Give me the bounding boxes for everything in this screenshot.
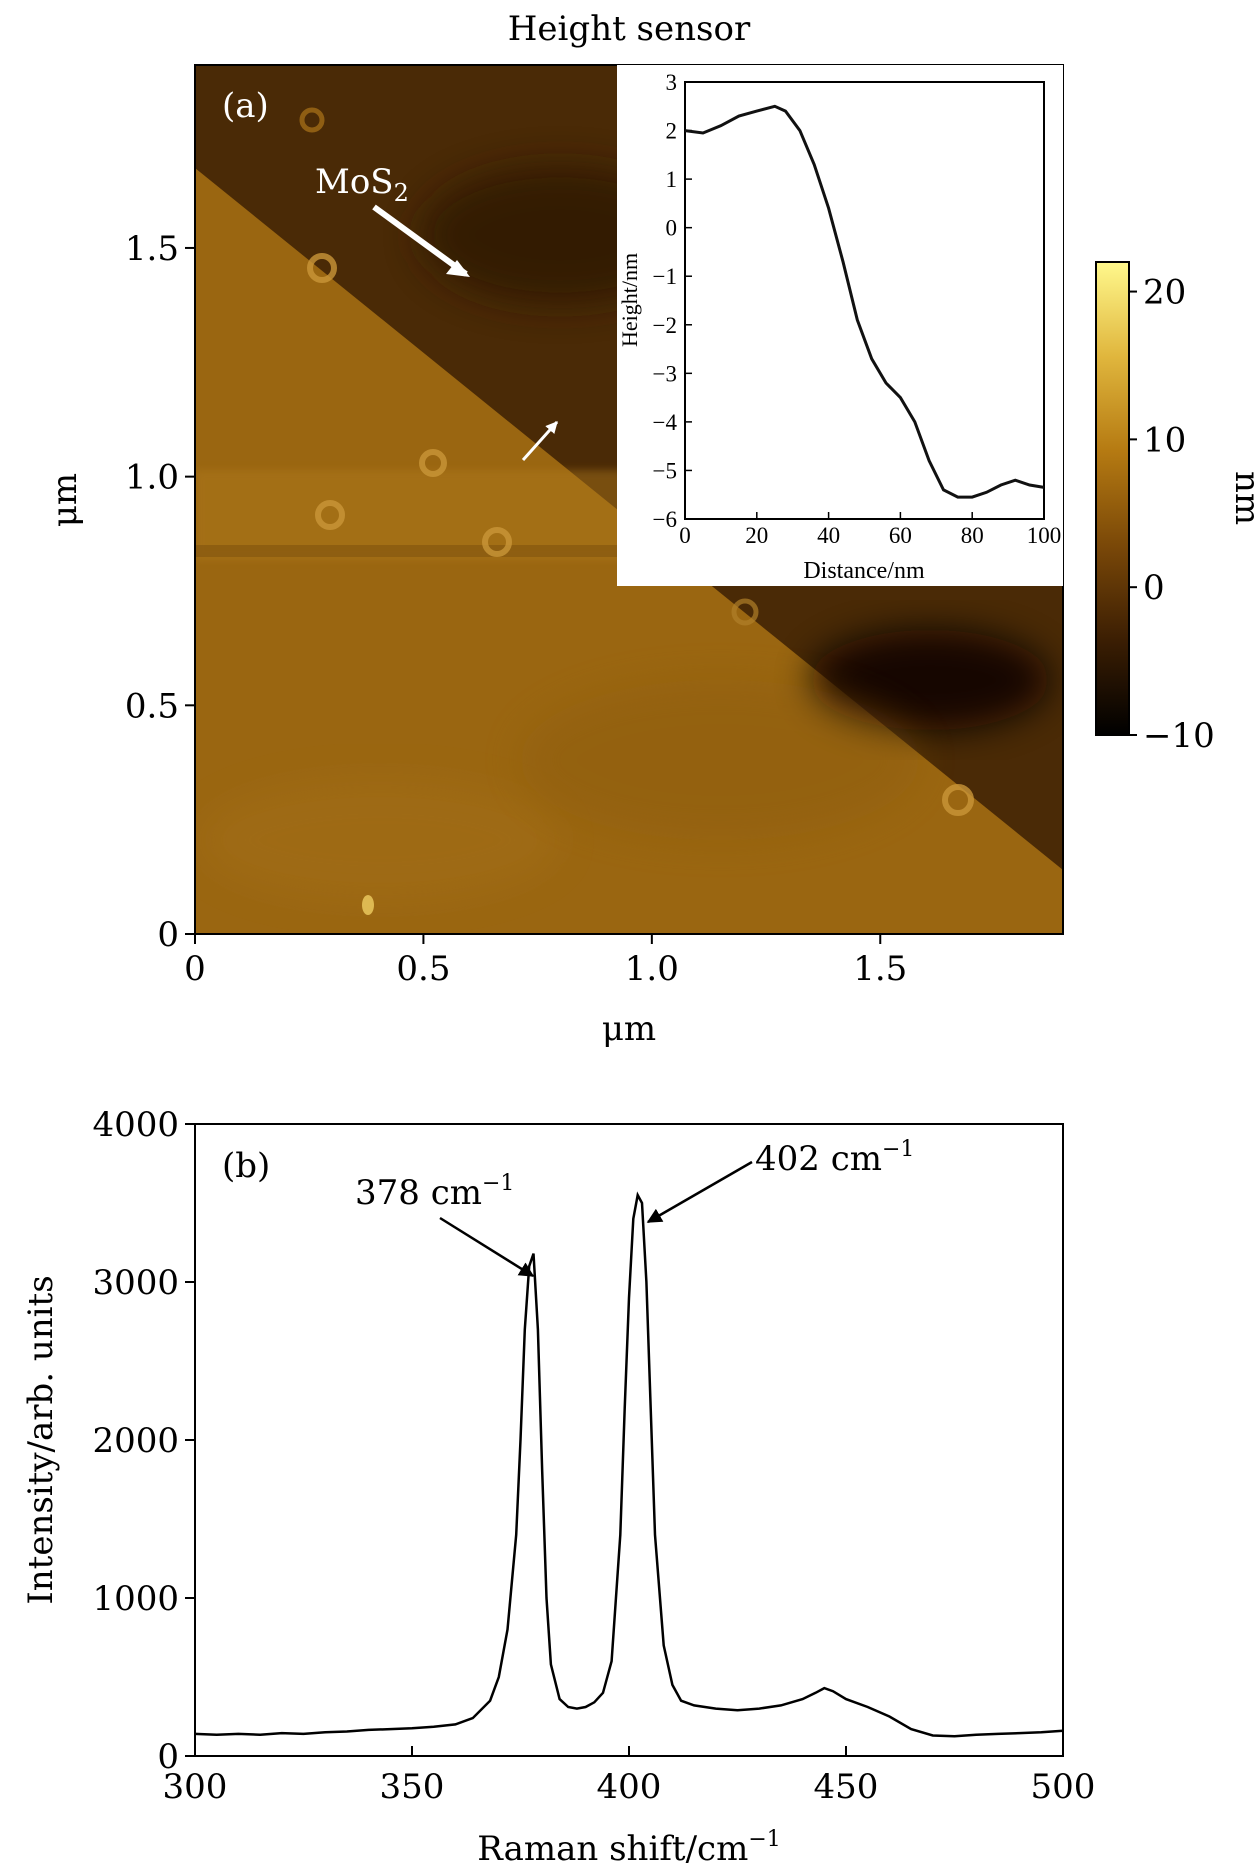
panel-b-xtick-label: 300 xyxy=(163,1767,228,1807)
panel-b-xtick-label: 450 xyxy=(814,1767,879,1807)
inset-ytick-label: −3 xyxy=(653,361,677,386)
inset-xtick-label: 20 xyxy=(745,523,768,548)
panel-b-xtick-label: 400 xyxy=(597,1767,662,1807)
inset-ytick-label: −4 xyxy=(653,410,678,435)
peak-label-378: 378 cm−1 xyxy=(355,1171,514,1213)
panel-a-ytick-label: 0.5 xyxy=(125,686,179,726)
panel-a-xtick-label: 0 xyxy=(184,949,206,989)
panel-b-frame xyxy=(194,1123,1064,1757)
inset-xtick-label: 100 xyxy=(1027,523,1062,548)
panel-b-xlabel: Raman shift/cm−1 xyxy=(477,1827,781,1869)
panel-b-ytick-label: 3000 xyxy=(92,1263,179,1303)
inset-ytick-label: 2 xyxy=(666,119,678,144)
panel-a-xtick-label: 1.0 xyxy=(625,949,679,989)
inset-ylabel: Height/nm xyxy=(617,253,642,347)
raman-spectrum-line xyxy=(194,1191,1064,1738)
inset-xtick-label: 60 xyxy=(889,523,912,548)
inset-frame xyxy=(684,81,1045,520)
inset-xtick-label: 40 xyxy=(817,523,840,548)
inset-ytick-label: −5 xyxy=(653,458,677,483)
inset-xtick-label: 0 xyxy=(679,523,691,548)
peak-arrow-378 xyxy=(439,1216,535,1278)
inset-ytick-label: 0 xyxy=(666,216,678,241)
panel-b-ytick-label: 0 xyxy=(157,1737,179,1777)
panel-b-letter: (b) xyxy=(222,1146,270,1186)
inset-profile-line xyxy=(684,104,1045,499)
colorbar-ticks: 20 10 0 −10 xyxy=(1129,273,1215,756)
mos2-arrow xyxy=(372,204,468,277)
inset-ytick-label: −6 xyxy=(653,507,677,532)
inset-xlabel: Distance/nm xyxy=(803,558,925,584)
inset-ytick-label: 1 xyxy=(666,167,678,192)
panel-a-xtick-label: 0.5 xyxy=(396,949,450,989)
panel-a-ytick-label: 1.0 xyxy=(125,458,179,498)
panel-a-letter: (a) xyxy=(222,86,269,126)
mos2-label: MoS2 xyxy=(315,162,409,207)
panel-a-ytick-label: 1.5 xyxy=(125,229,179,269)
peak-arrow-402 xyxy=(646,1160,753,1224)
panel-b-ytick-label: 1000 xyxy=(92,1579,179,1619)
panel-a-axes: 0 0.5 1.0 1.5 0 0.5 1.0 1.5 xyxy=(125,229,907,989)
inset-chart: 0 20 40 60 80 100 3 2 1 0 −1 −2 −3 −4 −5 −6 Distance/nm… xyxy=(617,65,1063,586)
colorbar-label: nm xyxy=(1227,471,1260,525)
colorbar-tick-label: 20 xyxy=(1143,273,1186,313)
inset-ytick-label: −1 xyxy=(653,264,677,289)
panel-a-ytick-label: 0 xyxy=(157,915,179,955)
panel-b-axes: 300 350 400 450 500 0 1000 2000 3000 4000 xyxy=(92,1105,1095,1807)
panel-b-xtick-label: 350 xyxy=(380,1767,445,1807)
colorbar-tick-label: 10 xyxy=(1143,420,1186,460)
inset-xtick-label: 80 xyxy=(961,523,984,548)
panel-a-xlabel: μm xyxy=(602,1009,656,1049)
panel-a-title: Height sensor xyxy=(508,9,751,49)
inset-axes: 0 20 40 60 80 100 3 2 1 0 −1 −2 −3 −4 −5 −6 xyxy=(653,70,1062,548)
inset-ytick-label: −2 xyxy=(653,313,677,338)
panel-a-ylabel: μm xyxy=(45,473,85,527)
colorbar-gradient xyxy=(1095,261,1130,736)
panel-b-xtick-label: 500 xyxy=(1031,1767,1096,1807)
inset-ytick-label: 3 xyxy=(666,70,678,95)
colorbar: 20 10 0 −10 nm xyxy=(1095,261,1260,756)
panel-b-ytick-label: 4000 xyxy=(92,1105,179,1145)
peak-label-402: 402 cm−1 xyxy=(755,1137,914,1179)
panel-b-ylabel: Intensity/arb. units xyxy=(21,1275,61,1604)
colorbar-tick-label: −10 xyxy=(1143,716,1215,756)
mos2-arrowhead xyxy=(446,260,470,277)
panel-a-xtick-label: 1.5 xyxy=(853,949,907,989)
panel-b-ytick-label: 2000 xyxy=(92,1421,179,1461)
colorbar-tick-label: 0 xyxy=(1143,568,1165,608)
